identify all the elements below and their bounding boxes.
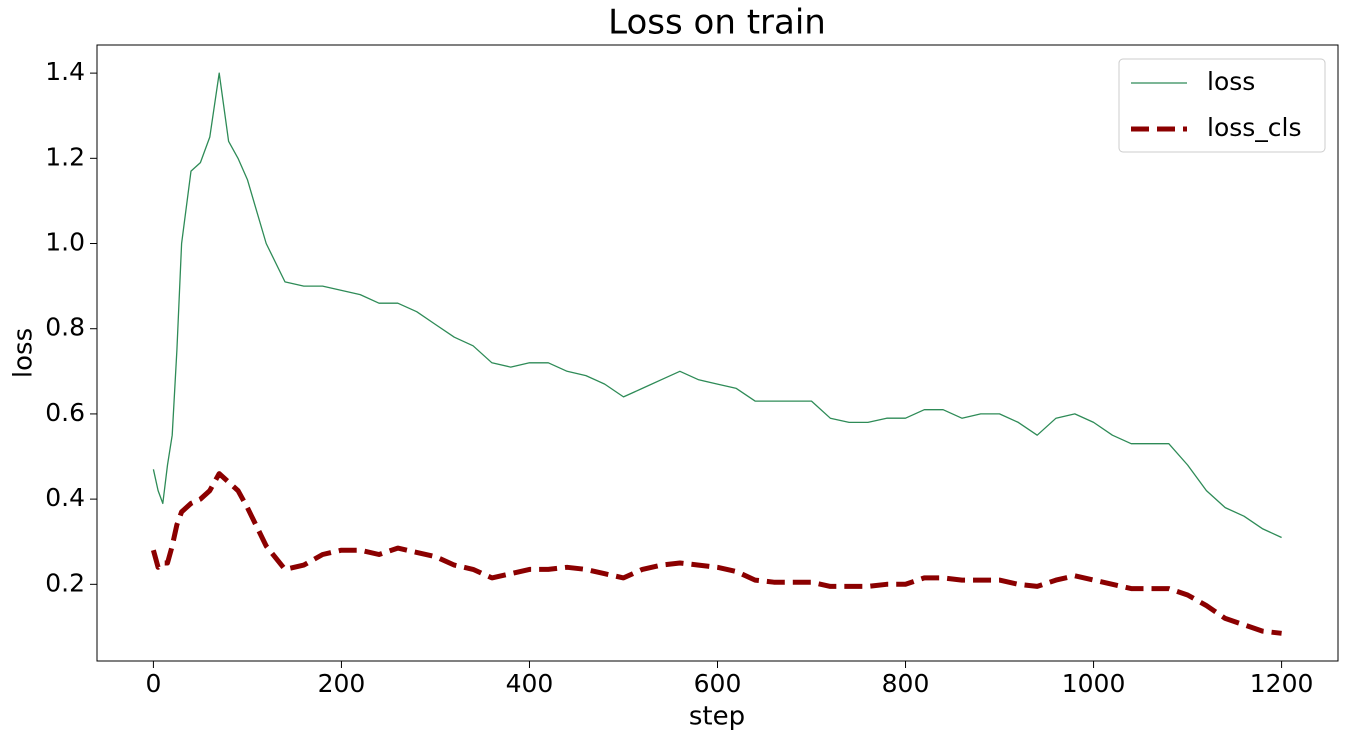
y-axis-label: loss: [9, 328, 39, 378]
legend-label: loss_cls: [1207, 113, 1302, 142]
x-tick-label: 1200: [1250, 669, 1314, 698]
line-series: [150, 471, 1282, 636]
legend-label: loss: [1207, 67, 1255, 96]
y-tick-label: 1.2: [45, 142, 85, 171]
y-tick-label: 1.4: [45, 57, 85, 86]
x-axis-label: step: [689, 702, 745, 732]
plot-frame: [96, 44, 1339, 662]
chart-title: Loss on train: [608, 3, 826, 43]
y-tick-label: 1.0: [45, 228, 85, 257]
x-tick-label: 800: [882, 669, 930, 698]
y-tick-label: 0.2: [45, 568, 85, 597]
y-tick-label: 0.8: [45, 313, 85, 342]
x-tick-label: 600: [694, 669, 742, 698]
x-tick-label: 400: [506, 669, 554, 698]
x-tick-label: 1000: [1062, 669, 1126, 698]
line-series: [152, 72, 1282, 539]
y-tick-label: 0.4: [45, 483, 85, 512]
x-tick-label: 0: [145, 669, 161, 698]
y-tick-label: 0.6: [45, 398, 85, 427]
x-tick-label: 200: [318, 669, 366, 698]
